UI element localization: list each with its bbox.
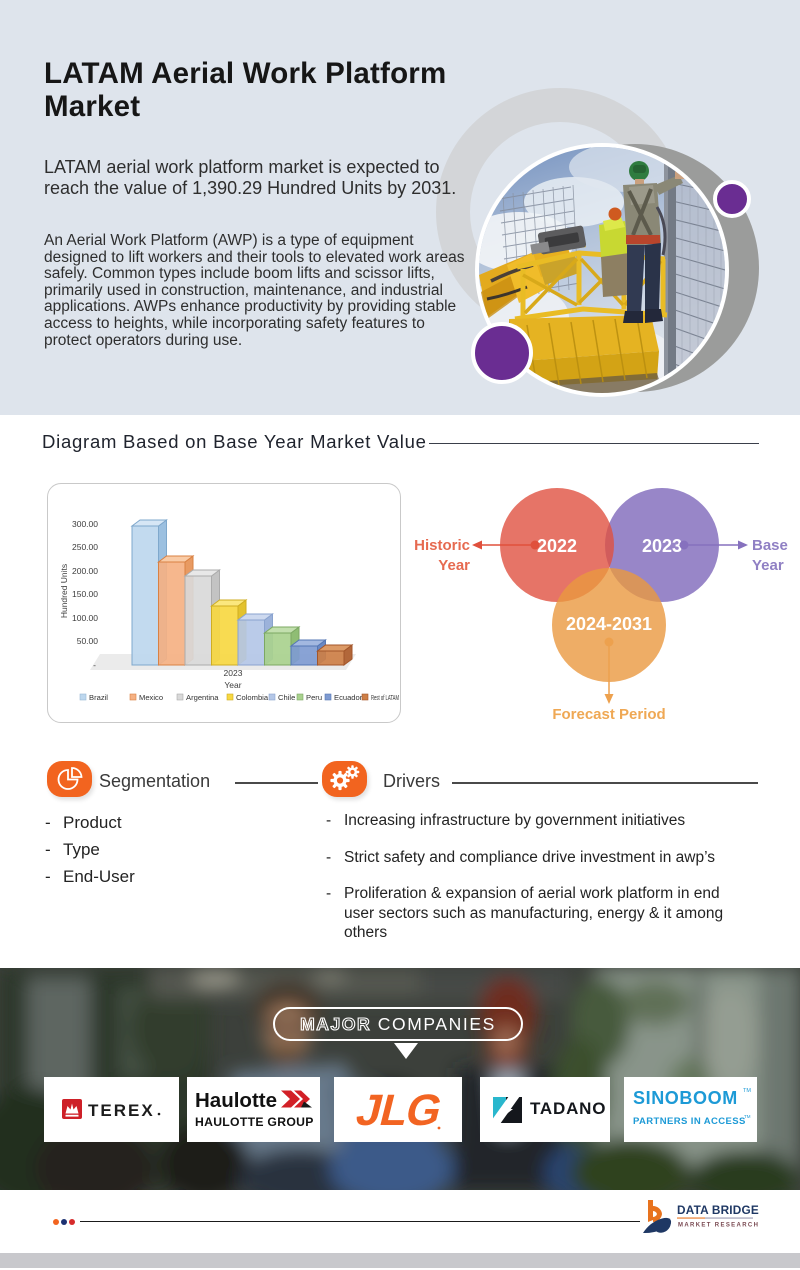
svg-text:JLG: JLG xyxy=(352,1087,447,1135)
svg-text:2023: 2023 xyxy=(224,668,243,678)
svg-text:Haulotte: Haulotte xyxy=(195,1089,277,1112)
svg-text:DATA BRIDGE: DATA BRIDGE xyxy=(677,1203,759,1217)
svg-text:Ecuador: Ecuador xyxy=(334,693,363,702)
svg-text:MARKET RESEARCH: MARKET RESEARCH xyxy=(678,1223,759,1229)
svg-text:250.00: 250.00 xyxy=(72,542,98,552)
svg-text:Mexico: Mexico xyxy=(139,693,163,702)
svg-text:2023: 2023 xyxy=(642,536,682,556)
svg-text:Rest of LATAM: Rest of LATAM xyxy=(371,693,399,702)
svg-text:PARTNERS IN ACCESS: PARTNERS IN ACCESS xyxy=(633,1116,746,1127)
svg-text:2024-2031: 2024-2031 xyxy=(566,614,652,634)
svg-text:Hundred Units: Hundred Units xyxy=(59,564,69,618)
svg-text:100.00: 100.00 xyxy=(72,613,98,623)
svg-text:Argentina: Argentina xyxy=(186,693,219,702)
svg-text:TADANO: TADANO xyxy=(530,1099,606,1118)
svg-text:200.00: 200.00 xyxy=(72,566,98,576)
svg-text:SINOBOOM: SINOBOOM xyxy=(633,1088,738,1108)
svg-text:150.00: 150.00 xyxy=(72,589,98,599)
svg-text:TM: TM xyxy=(743,1088,751,1094)
svg-text:TM: TM xyxy=(744,1114,751,1119)
svg-text:Forecast Period: Forecast Period xyxy=(552,706,665,723)
svg-text:Colombia: Colombia xyxy=(236,693,269,702)
svg-text:HAULOTTE GROUP: HAULOTTE GROUP xyxy=(195,1115,314,1129)
svg-text:Base: Base xyxy=(752,537,788,554)
svg-text:Year: Year xyxy=(752,557,784,574)
svg-text:Chile: Chile xyxy=(278,693,295,702)
svg-text:2022: 2022 xyxy=(537,536,577,556)
svg-text:Peru: Peru xyxy=(306,693,322,702)
svg-text:300.00: 300.00 xyxy=(72,519,98,529)
svg-text:Brazil: Brazil xyxy=(89,693,108,702)
svg-text:Year: Year xyxy=(224,680,241,690)
svg-text:-: - xyxy=(93,660,96,670)
svg-text:TEREX: TEREX xyxy=(88,1101,155,1120)
svg-text:Year: Year xyxy=(438,557,470,574)
svg-text:Historic: Historic xyxy=(414,537,470,554)
svg-text:50.00: 50.00 xyxy=(77,636,99,646)
